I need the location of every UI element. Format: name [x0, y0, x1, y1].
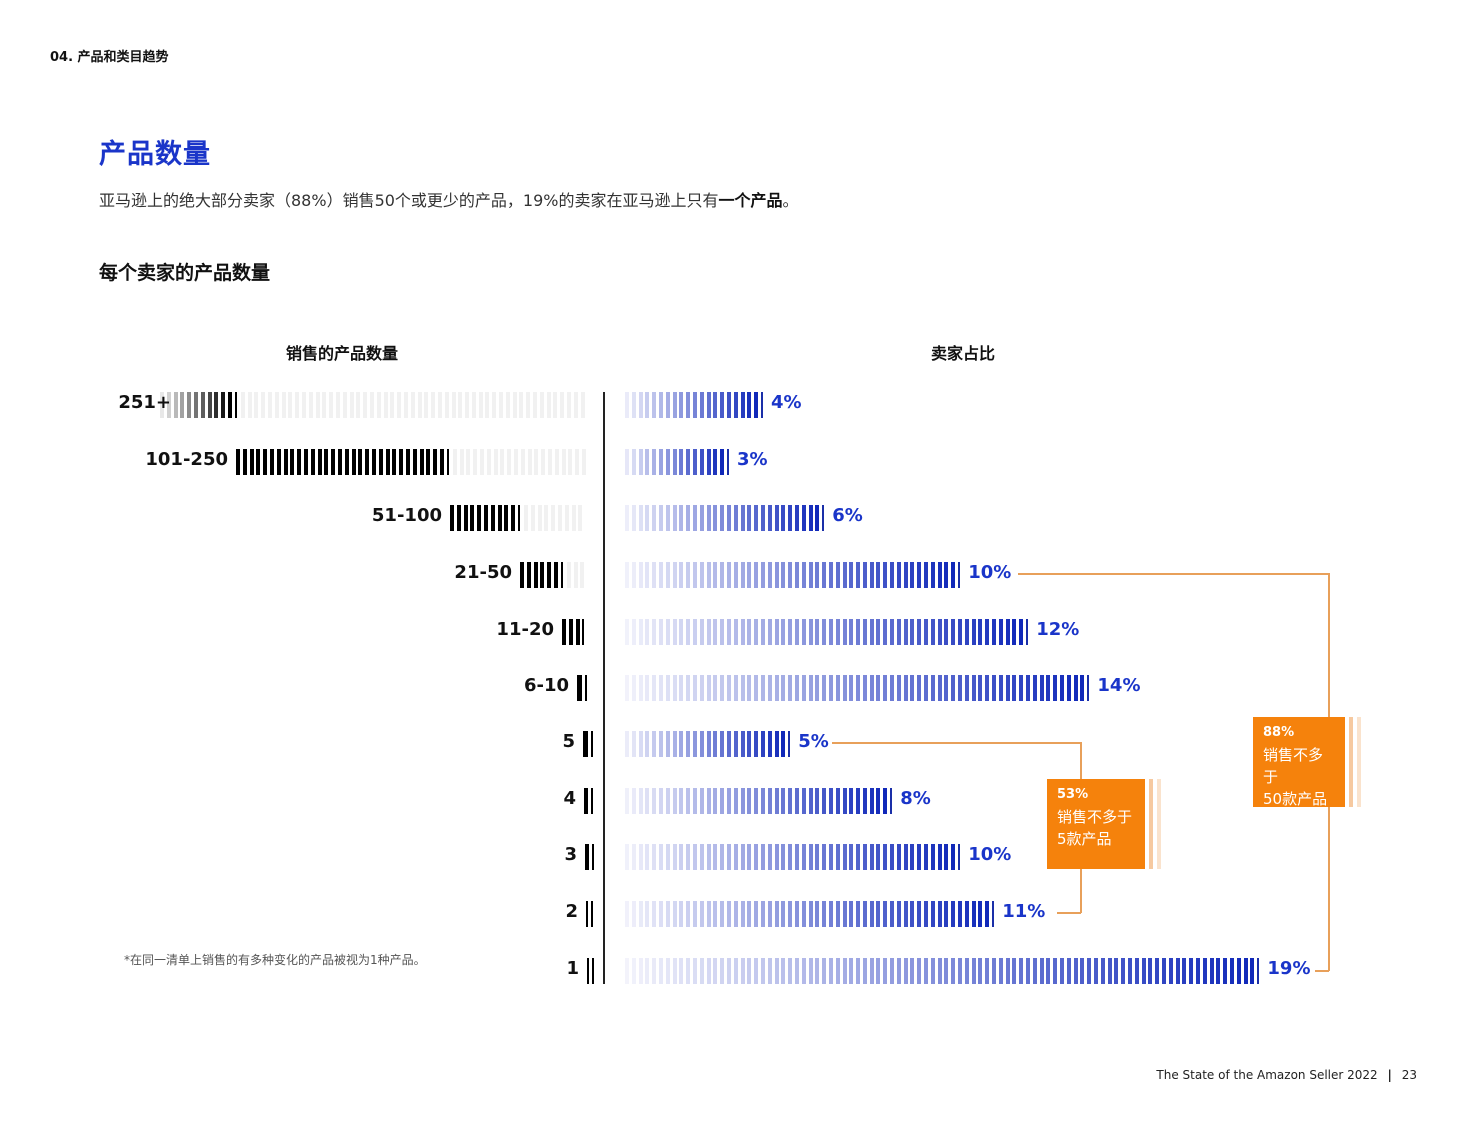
bracket-88-top-line	[1018, 573, 1329, 575]
callout-53: 53% 销售不多于 5款产品	[1047, 779, 1145, 869]
row-label: 6-10	[523, 675, 569, 696]
left-bar-ghost	[240, 392, 588, 418]
callout-53-pct: 53%	[1057, 787, 1089, 802]
value-bar	[625, 844, 963, 870]
callout-88-pct: 88%	[1263, 725, 1295, 740]
row-label: 51-100	[371, 505, 442, 526]
value-label: 4%	[771, 392, 802, 413]
value-label: 19%	[1267, 958, 1311, 979]
left-bar	[587, 958, 597, 984]
left-bar	[160, 392, 240, 418]
bracket-88-bottom-line	[1315, 970, 1329, 972]
row-label: 21-50	[454, 562, 512, 583]
page-footer: The State of the Amazon Seller 2022 | 23	[1156, 1068, 1417, 1082]
value-label: 10%	[968, 562, 1012, 583]
page-number: 23	[1401, 1068, 1417, 1082]
section-label: 04. 产品和类目趋势	[50, 50, 169, 65]
footer-title: The State of the Amazon Seller 2022	[1156, 1068, 1378, 1082]
left-bar	[583, 731, 596, 757]
row-label: 1	[566, 958, 579, 979]
value-bar	[625, 958, 1262, 984]
callout-53-stripe	[1157, 779, 1161, 869]
value-bar	[625, 505, 827, 531]
value-bar	[625, 731, 793, 757]
left-bar	[450, 505, 523, 531]
left-bar	[520, 562, 566, 588]
intro-bold: 一个产品	[718, 191, 783, 210]
left-bar	[585, 844, 597, 870]
bracket-53-top-line	[832, 742, 1081, 744]
left-bar-ghost	[524, 505, 585, 531]
callout-53-stripe	[1149, 779, 1153, 869]
left-bar	[586, 901, 596, 927]
value-bar	[625, 619, 1031, 645]
value-bar	[625, 562, 963, 588]
callout-88-stripe	[1357, 717, 1361, 807]
row-label: 2	[565, 901, 578, 922]
page-title: 产品数量	[99, 139, 211, 170]
value-label: 11%	[1002, 901, 1046, 922]
callout-88-line1: 销售不多于	[1263, 746, 1324, 786]
value-bar	[625, 901, 997, 927]
footnote: *在同一清单上销售的有多种变化的产品被视为1种产品。	[124, 953, 426, 967]
chart-axis-divider	[603, 392, 605, 984]
callout-88-stripe	[1349, 717, 1353, 807]
value-label: 3%	[737, 449, 768, 470]
right-column-header: 卖家占比	[931, 344, 996, 363]
chart-title: 每个卖家的产品数量	[99, 262, 271, 284]
value-bar	[625, 675, 1092, 701]
intro-text: 亚马逊上的绝大部分卖家（88%）销售50个或更少的产品，19%的卖家在亚马逊上只…	[99, 187, 799, 211]
callout-53-line1: 销售不多于	[1057, 808, 1133, 826]
value-label: 6%	[832, 505, 863, 526]
left-column-header: 销售的产品数量	[286, 344, 399, 363]
left-bar-ghost	[452, 449, 589, 475]
row-label: 3	[564, 844, 577, 865]
left-bar	[584, 788, 596, 814]
value-bar	[625, 392, 766, 418]
left-bar	[562, 619, 587, 645]
row-label: 251+	[118, 392, 171, 413]
row-label: 101-250	[145, 449, 228, 470]
callout-88-line2: 50款产品	[1263, 790, 1328, 808]
value-label: 12%	[1036, 619, 1080, 640]
intro-prefix: 亚马逊上的绝大部分卖家（88%）销售50个或更少的产品，19%的卖家在亚马逊上只…	[99, 191, 719, 210]
left-bar	[236, 449, 452, 475]
value-bar	[625, 449, 732, 475]
row-label: 4	[563, 788, 576, 809]
value-label: 14%	[1097, 675, 1141, 696]
left-bar	[577, 675, 590, 701]
callout-53-line2: 5款产品	[1057, 830, 1112, 848]
callout-88: 88% 销售不多于 50款产品	[1253, 717, 1345, 808]
intro-suffix: 。	[782, 191, 799, 210]
bracket-53-bottom-line	[1057, 912, 1081, 914]
value-label: 5%	[798, 731, 829, 752]
value-label: 8%	[900, 788, 931, 809]
value-label: 10%	[968, 844, 1012, 865]
footer-separator: |	[1387, 1068, 1392, 1082]
value-bar	[625, 788, 895, 814]
row-label: 5	[562, 731, 575, 752]
left-bar-ghost	[566, 562, 587, 588]
row-label: 11-20	[496, 619, 554, 640]
